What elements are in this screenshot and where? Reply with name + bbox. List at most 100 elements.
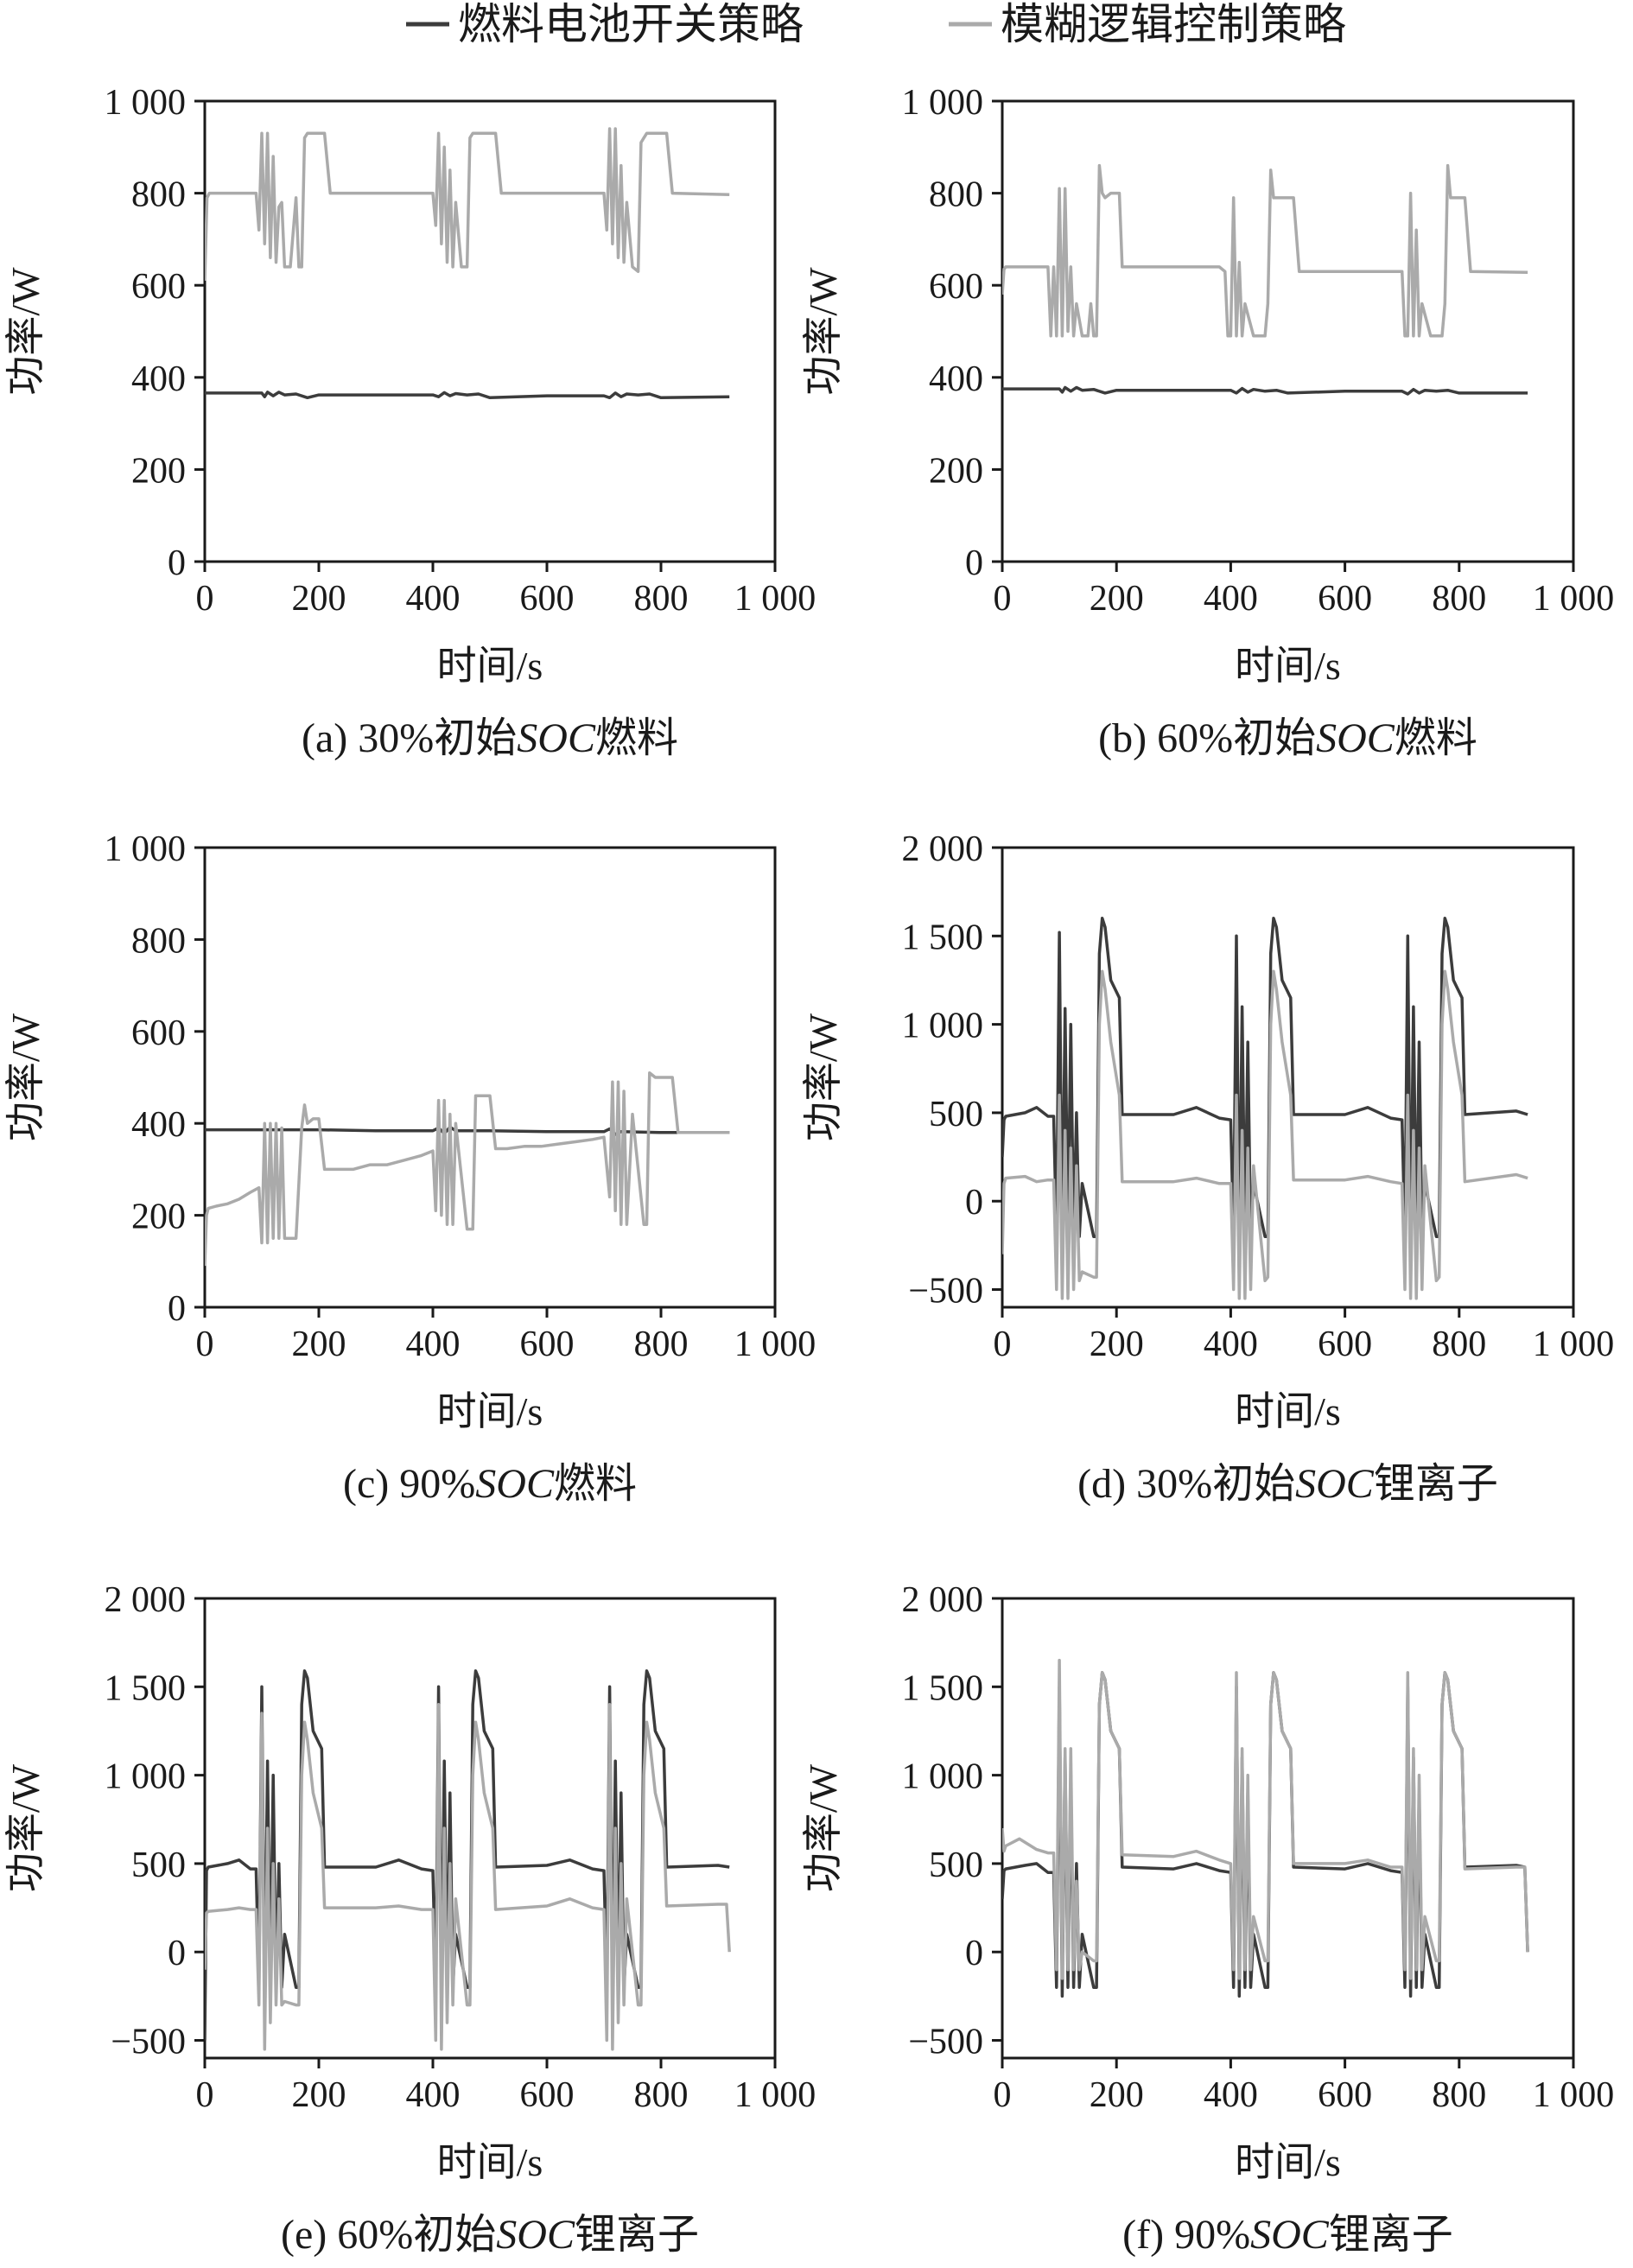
y-tick-label: 200 bbox=[929, 451, 983, 491]
x-tick-label: 1 000 bbox=[1533, 1325, 1615, 1364]
y-axis-label: 功率/W bbox=[801, 267, 845, 396]
y-axis-label: 功率/W bbox=[3, 1013, 48, 1141]
y-tick-label: 0 bbox=[168, 543, 186, 583]
y-tick-label: 800 bbox=[929, 175, 983, 215]
y-tick-label: 200 bbox=[131, 451, 186, 491]
y-tick-label: 500 bbox=[131, 1846, 186, 1885]
x-tick-label: 800 bbox=[634, 579, 689, 619]
x-tick-label: 400 bbox=[1204, 2075, 1258, 2115]
y-tick-label: 0 bbox=[965, 1183, 983, 1223]
series-line-fuzzy-logic bbox=[1002, 1658, 1529, 1980]
x-axis-label: 时间/s bbox=[437, 1389, 543, 1433]
caption-suffix: 燃料 bbox=[1395, 715, 1477, 761]
x-tick-label: 0 bbox=[994, 1325, 1012, 1364]
caption-prefix: (e) 60%初始 bbox=[281, 2212, 496, 2258]
y-tick-label: 1 000 bbox=[902, 1007, 984, 1046]
series-line-fuzzy-logic bbox=[1002, 163, 1528, 338]
x-tick-label: 600 bbox=[520, 2075, 575, 2115]
y-tick-label: 400 bbox=[929, 359, 983, 399]
y-tick-label: −500 bbox=[908, 2023, 983, 2062]
caption-italic: SOC bbox=[1250, 2212, 1330, 2258]
chart-panel-d: 0 200 400 600 800 1 000 −500 0 500 1 000 1 500 2 00… bbox=[801, 829, 1614, 1507]
x-tick-label: 1 000 bbox=[734, 1325, 816, 1364]
x-tick-label: 600 bbox=[1318, 1325, 1372, 1364]
x-tick-label: 800 bbox=[1432, 1325, 1486, 1364]
chart-panel-b: 0 200 400 600 800 1 000 0 200 400 600 800 1 000 时间/s… bbox=[801, 83, 1614, 761]
legend-label-fuel-cell-switch: 燃料电池开关策略 bbox=[458, 0, 804, 48]
series-line-fuzzy-logic bbox=[205, 1070, 730, 1267]
y-tick-label: 2 000 bbox=[902, 1580, 984, 1620]
series-line-fuzzy-logic bbox=[1002, 969, 1528, 1300]
x-tick-label: 600 bbox=[1318, 2075, 1372, 2115]
plot-frame bbox=[1001, 846, 1575, 1309]
x-tick-label: 200 bbox=[292, 1325, 346, 1364]
caption-suffix: 锂离子 bbox=[1329, 2212, 1453, 2258]
y-tick-label: 800 bbox=[131, 175, 186, 215]
legend: 燃料电池开关策略 模糊逻辑控制策略 bbox=[406, 0, 1346, 48]
series-group bbox=[205, 1669, 731, 2051]
caption-suffix: 燃料 bbox=[595, 715, 678, 761]
x-tick-label: 200 bbox=[1090, 1325, 1144, 1364]
series-group bbox=[1002, 917, 1528, 1300]
x-tick-label: 400 bbox=[406, 2075, 461, 2115]
y-tick-label: 0 bbox=[965, 1934, 983, 1973]
chart-panel-a: 0 200 400 600 800 1 000 0 200 400 600 800 1 000 时间/s… bbox=[3, 83, 816, 761]
y-axis-label: 功率/W bbox=[801, 1013, 845, 1141]
caption-italic: SOC bbox=[475, 1461, 555, 1507]
chart-panel-c: 0 200 400 600 800 1 000 0 200 400 600 800 1 000 时间/s… bbox=[3, 829, 816, 1507]
y-tick-label: 2 000 bbox=[902, 829, 984, 869]
caption-prefix: (c) 90% bbox=[343, 1461, 475, 1507]
y-tick-label: 0 bbox=[168, 1289, 186, 1329]
x-axis-label: 时间/s bbox=[1235, 644, 1341, 688]
x-tick-label: 200 bbox=[292, 579, 346, 619]
x-tick-label: 0 bbox=[994, 579, 1012, 619]
panel-caption: (a) 30%初始SOC燃料 bbox=[302, 715, 678, 761]
x-axis-label: 时间/s bbox=[1235, 1389, 1341, 1433]
caption-italic: SOC bbox=[517, 715, 596, 761]
series-group bbox=[205, 127, 730, 400]
chart-panel-e: 0 200 400 600 800 1 000 −500 0 500 1 000 1 500 2 00… bbox=[3, 1580, 816, 2258]
x-tick-label: 200 bbox=[1090, 579, 1144, 619]
caption-prefix: (f) 90% bbox=[1122, 2212, 1250, 2258]
caption-suffix: 锂离子 bbox=[575, 2212, 699, 2258]
x-tick-label: 400 bbox=[406, 579, 461, 619]
series-group bbox=[205, 1070, 730, 1267]
series-line-fuzzy-logic bbox=[205, 127, 730, 281]
x-tick-label: 800 bbox=[1432, 579, 1486, 619]
x-axis-label: 时间/s bbox=[437, 644, 543, 688]
y-tick-label: 400 bbox=[131, 359, 186, 399]
plot-frame bbox=[203, 1597, 777, 2060]
y-tick-label: 1 500 bbox=[902, 1668, 984, 1708]
x-tick-label: 200 bbox=[1090, 2075, 1144, 2115]
x-tick-label: 600 bbox=[520, 1325, 575, 1364]
y-tick-label: 600 bbox=[131, 1013, 186, 1053]
y-tick-label: 0 bbox=[168, 1934, 186, 1973]
x-tick-label: 400 bbox=[1204, 579, 1258, 619]
plot-frame bbox=[1001, 1597, 1575, 2060]
caption-prefix: (d) 30%初始 bbox=[1077, 1461, 1295, 1507]
x-tick-label: 1 000 bbox=[734, 2075, 816, 2115]
y-tick-label: 2 000 bbox=[105, 1580, 187, 1620]
y-tick-label: 1 500 bbox=[105, 1668, 187, 1708]
x-tick-label: 600 bbox=[520, 579, 575, 619]
x-axis-label: 时间/s bbox=[437, 2140, 543, 2184]
y-tick-label: 1 000 bbox=[105, 83, 187, 123]
y-tick-label: 600 bbox=[929, 267, 983, 307]
y-axis-label: 功率/W bbox=[801, 1763, 845, 1892]
x-tick-label: 0 bbox=[994, 2075, 1012, 2115]
caption-italic: SOC bbox=[1295, 1461, 1375, 1507]
series-group bbox=[1002, 163, 1528, 396]
y-tick-label: 1 000 bbox=[902, 83, 984, 123]
series-line-fuel-cell-switch bbox=[205, 391, 730, 400]
y-tick-label: 200 bbox=[131, 1198, 186, 1237]
y-tick-label: −500 bbox=[908, 1272, 983, 1312]
panel-caption: (f) 90%SOC锂离子 bbox=[1122, 2212, 1453, 2258]
x-tick-label: 0 bbox=[196, 2075, 214, 2115]
series-line-fuel-cell-switch bbox=[1002, 917, 1528, 1256]
y-tick-label: 600 bbox=[131, 267, 186, 307]
y-tick-label: 1 000 bbox=[902, 1757, 984, 1797]
plot-frame bbox=[203, 99, 777, 563]
y-tick-label: 500 bbox=[929, 1095, 983, 1134]
x-tick-label: 1 000 bbox=[1533, 579, 1615, 619]
